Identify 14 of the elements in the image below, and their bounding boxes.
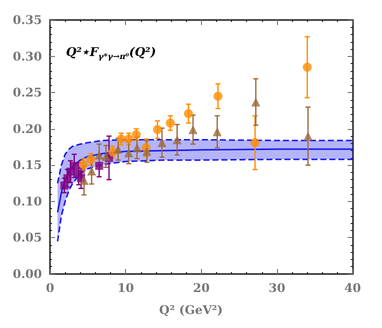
y-tick-label: 0.35 — [12, 13, 42, 27]
x-tick-label: 10 — [117, 281, 134, 295]
x-tick-label: 0 — [46, 281, 54, 295]
y-tick-label: 0.20 — [12, 122, 42, 136]
x-tick-label: 20 — [192, 281, 210, 295]
x-axis-title: Q² (GeV²) — [159, 303, 223, 317]
y-tick-label: 0.10 — [12, 194, 42, 208]
x-tick-label: 40 — [344, 281, 362, 295]
y-tick-label: 0.05 — [12, 230, 42, 245]
y-tick-label: 0.25 — [12, 86, 42, 100]
y-tick-label: 0.15 — [12, 158, 42, 172]
y-tick-label: 0.00 — [12, 267, 42, 281]
y-tick-label: 0.30 — [12, 49, 42, 64]
x-tick-label: 30 — [268, 281, 286, 295]
